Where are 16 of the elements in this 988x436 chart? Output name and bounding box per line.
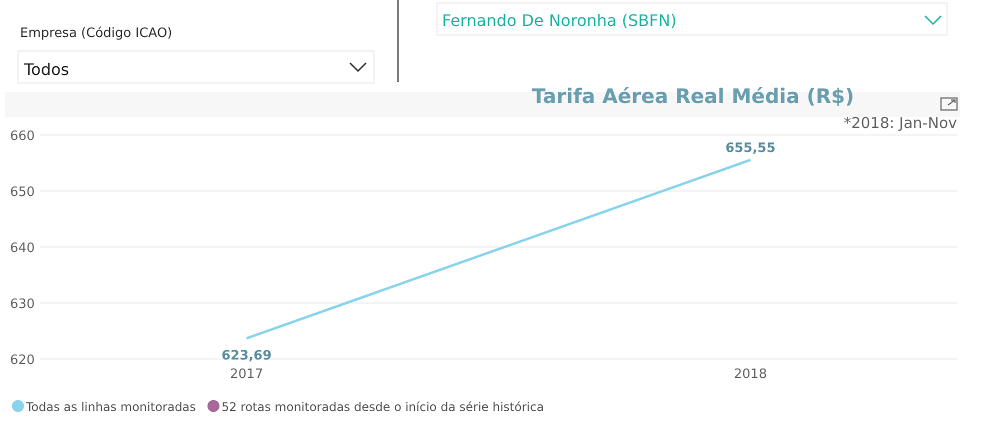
text: *2018: Jan-Nov bbox=[844, 114, 958, 132]
chart-title: Tarifa Aérea Real Média (R$) bbox=[532, 84, 854, 108]
x-tick-label: 2017 bbox=[230, 367, 264, 382]
text: Fernando De Noronha (SBFN) bbox=[442, 11, 677, 30]
y-tick-label: 650 bbox=[10, 185, 35, 200]
x-tick-label: 2018 bbox=[734, 367, 767, 382]
data-label: 623,69 bbox=[221, 348, 272, 364]
legend-label: 52 rotas monitoradas desde o início da série histórica bbox=[221, 400, 544, 414]
y-tick-label: 620 bbox=[10, 353, 35, 368]
text: Empresa (Código ICAO) bbox=[20, 26, 172, 41]
y-tick-label: 660 bbox=[10, 129, 35, 144]
y-tick-label: 630 bbox=[10, 297, 35, 312]
legend-label: Todas as linhas monitoradas bbox=[25, 400, 196, 414]
text: Todos bbox=[23, 60, 70, 79]
data-label: 655,55 bbox=[725, 140, 776, 156]
y-tick-label: 640 bbox=[10, 241, 35, 256]
